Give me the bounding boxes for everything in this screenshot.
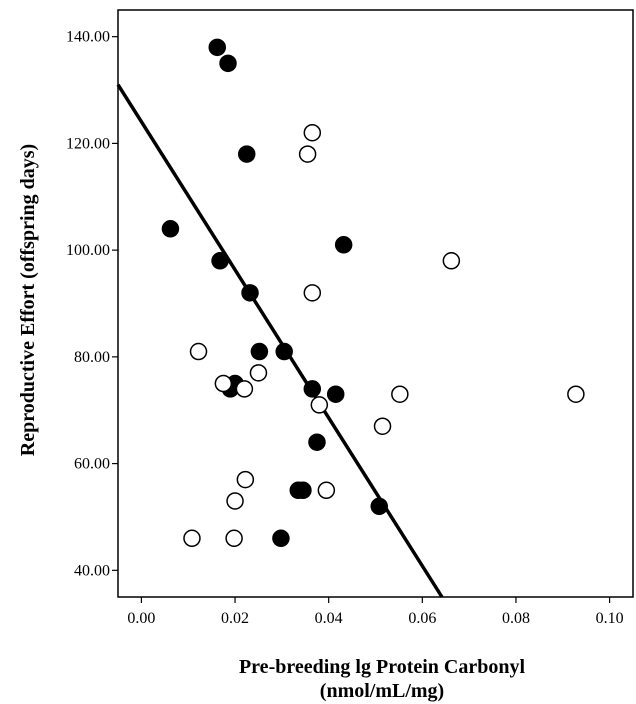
x-tick-label: 0.06 xyxy=(408,610,436,627)
open-data-point xyxy=(391,385,409,403)
filled-data-point xyxy=(238,145,256,163)
open-data-point xyxy=(567,385,585,403)
filled-data-point xyxy=(303,380,322,398)
data-points-layer xyxy=(161,38,585,548)
open-data-point xyxy=(235,380,254,398)
open-data-point xyxy=(189,342,208,361)
y-axis-ticks: 40.00 60.00 80.00 100.00 120.00 140.00 xyxy=(66,29,118,579)
y-tick-label: 140.00 xyxy=(66,29,110,46)
filled-data-point xyxy=(326,385,345,403)
open-data-point xyxy=(442,252,461,270)
x-tick-label: 0.10 xyxy=(596,610,624,627)
x-axis-title-line-2: (nmol/mL/mg) xyxy=(320,680,444,702)
y-tick-label: 80.00 xyxy=(74,349,110,366)
filled-data-point xyxy=(219,54,237,73)
filled-data-point xyxy=(241,284,259,302)
y-axis-title: Reproductive Effort (offspring days) xyxy=(17,144,39,456)
open-data-point xyxy=(298,145,317,163)
y-tick-label: 100.00 xyxy=(66,242,110,259)
open-data-point xyxy=(303,123,322,142)
filled-data-point xyxy=(211,252,229,270)
x-tick-label: 0.08 xyxy=(502,610,530,627)
filled-data-point xyxy=(250,342,269,361)
open-data-point xyxy=(226,492,244,510)
filled-data-point xyxy=(370,497,388,516)
open-data-point xyxy=(183,529,201,548)
open-data-point xyxy=(317,481,336,500)
regression-line-layer xyxy=(116,83,444,598)
filled-data-point xyxy=(308,433,326,451)
filled-data-point xyxy=(208,38,227,57)
filled-data-point xyxy=(294,481,312,500)
open-data-point xyxy=(225,529,243,548)
x-tick-label: 0.04 xyxy=(315,610,343,627)
open-data-point xyxy=(249,364,268,382)
y-tick-label: 40.00 xyxy=(74,562,110,579)
filled-data-point xyxy=(275,342,293,361)
filled-data-point xyxy=(334,236,353,254)
open-data-point xyxy=(236,470,255,489)
y-tick-label: 120.00 xyxy=(66,135,110,152)
x-axis-ticks: 0.00 0.02 0.04 0.06 0.08 0.10 xyxy=(127,597,624,627)
open-data-point xyxy=(373,417,392,435)
y-tick-label: 60.00 xyxy=(74,456,110,473)
regression-line xyxy=(116,83,444,598)
x-axis-title-line-1: Pre-breeding lg Protein Carbonyl xyxy=(239,656,526,678)
open-data-point xyxy=(310,396,329,414)
x-tick-label: 0.02 xyxy=(221,610,249,627)
open-data-point xyxy=(303,284,322,302)
open-data-point xyxy=(214,374,233,393)
filled-data-point xyxy=(272,529,290,548)
plot-frame xyxy=(117,9,634,598)
filled-data-point xyxy=(161,220,180,238)
x-tick-label: 0.00 xyxy=(127,610,155,627)
